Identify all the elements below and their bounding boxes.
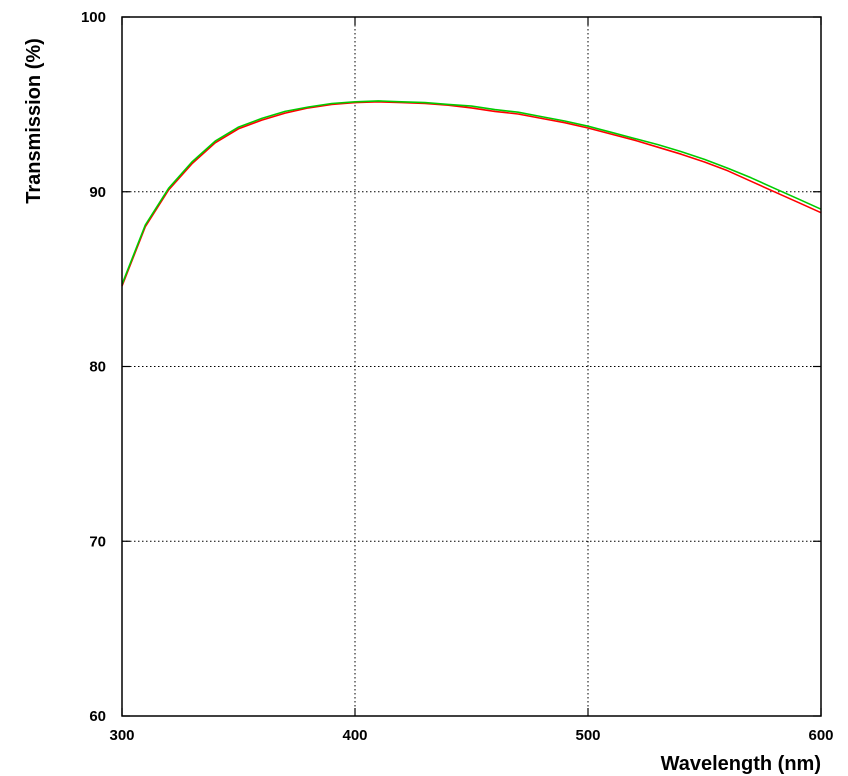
x-tick-label: 400 (342, 727, 367, 744)
x-tick-label: 300 (109, 727, 134, 744)
y-tick-label: 100 (81, 9, 106, 26)
series-line-1 (121, 101, 822, 287)
y-tick-label: 60 (89, 708, 106, 725)
y-axis-title: Transmission (%) (23, 38, 45, 204)
series-line-2 (121, 100, 822, 285)
grid (122, 17, 821, 716)
series-group (121, 100, 822, 287)
x-tick-label: 500 (575, 727, 600, 744)
y-tick-label: 90 (89, 184, 106, 201)
x-tick-label: 600 (808, 727, 833, 744)
x-axis-title: Wavelength (nm) (661, 753, 821, 775)
y-tick-label: 70 (89, 533, 106, 550)
ticks: 300 400 500 600 60 70 80 90 100 (81, 9, 834, 744)
y-tick-label: 80 (89, 359, 106, 376)
